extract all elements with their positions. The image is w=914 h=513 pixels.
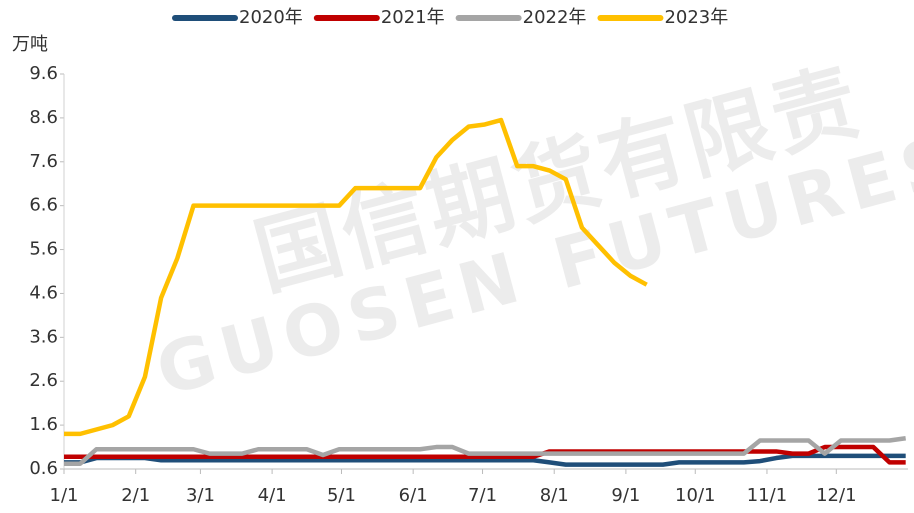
x-tick-label: 6/1 [399,485,428,506]
x-tick-label: 12/1 [816,485,856,506]
x-tick-label: 8/1 [540,485,569,506]
series-line [64,453,906,467]
x-tick-label: 3/1 [186,485,215,506]
y-tick-label: 4.6 [29,282,58,303]
legend-label: 2023年 [664,7,728,28]
y-tick-label: 8.6 [29,107,58,128]
x-tick-label: 2/1 [121,485,150,506]
x-tick-label: 5/1 [327,485,356,506]
x-tick-label: 11/1 [747,485,787,506]
series-line [64,444,906,465]
y-tick-label: 1.6 [29,414,58,435]
x-tick-label: 9/1 [611,485,640,506]
legend-label: 2020年 [239,7,303,28]
y-tick-label: 6.6 [29,195,58,216]
legend-label: 2022年 [523,7,587,28]
x-tick-label: 10/1 [675,485,715,506]
unit-label: 万吨 [12,34,48,55]
y-tick-label: 9.6 [29,63,58,84]
x-tick-label: 4/1 [258,485,287,506]
series-line [64,117,648,437]
y-tick-label: 0.6 [29,458,58,479]
legend-label: 2021年 [381,7,445,28]
y-tick-label: 3.6 [29,326,58,347]
y-tick-label: 5.6 [29,239,58,260]
y-tick-label: 7.6 [29,151,58,172]
y-tick-label: 2.6 [29,370,58,391]
x-tick-label: 7/1 [468,485,497,506]
x-tick-label: 1/1 [50,485,79,506]
series-line [64,436,906,466]
